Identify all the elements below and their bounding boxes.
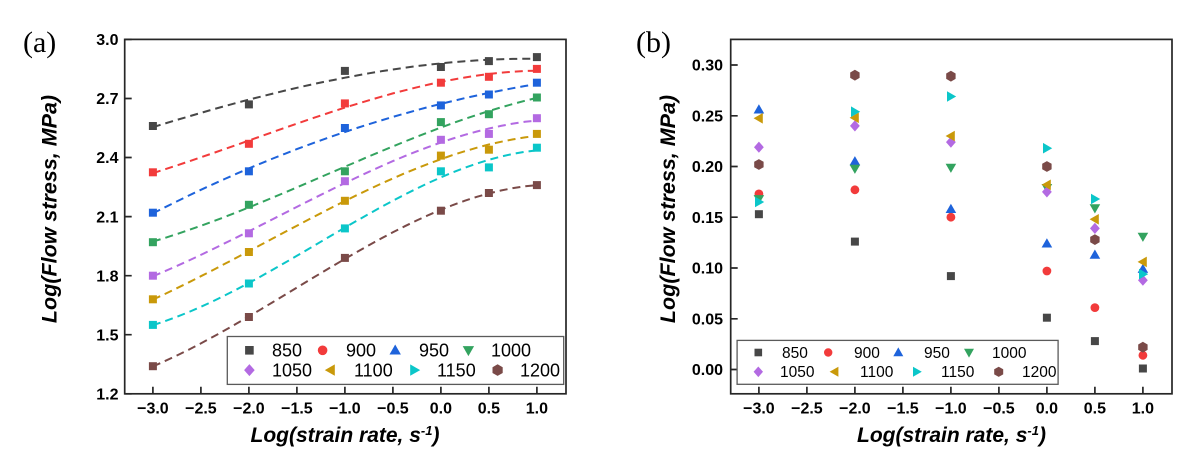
svg-text:−1.5: −1.5 — [281, 401, 313, 418]
svg-text:0.20: 0.20 — [692, 159, 723, 176]
svg-text:2.4: 2.4 — [96, 150, 118, 167]
svg-text:−1.0: −1.0 — [935, 401, 967, 418]
svg-text:−2.5: −2.5 — [185, 401, 217, 418]
svg-text:−2.0: −2.0 — [233, 401, 265, 418]
svg-text:0.30: 0.30 — [692, 58, 723, 75]
svg-text:Log(strain rate, s-1): Log(strain rate, s-1) — [251, 423, 440, 447]
svg-text:−2.5: −2.5 — [791, 401, 823, 418]
svg-text:900: 900 — [346, 341, 376, 361]
svg-text:−2.0: −2.0 — [839, 401, 871, 418]
svg-text:1.5: 1.5 — [96, 327, 118, 344]
svg-text:Log(Flow stress, MPa): Log(Flow stress, MPa) — [38, 95, 62, 323]
svg-text:0.15: 0.15 — [692, 210, 723, 227]
svg-text:1150: 1150 — [437, 360, 476, 380]
svg-text:1050: 1050 — [780, 364, 815, 381]
svg-text:−3.0: −3.0 — [137, 401, 169, 418]
svg-text:−1.0: −1.0 — [329, 401, 361, 418]
svg-text:950: 950 — [924, 345, 950, 362]
svg-text:1000: 1000 — [491, 341, 531, 361]
svg-text:−3.0: −3.0 — [743, 401, 775, 418]
svg-text:850: 850 — [272, 341, 302, 361]
svg-text:1.0: 1.0 — [526, 401, 548, 418]
svg-text:1.2: 1.2 — [96, 387, 118, 404]
svg-text:2.7: 2.7 — [96, 91, 118, 108]
svg-text:Log(strain rate, s-1): Log(strain rate, s-1) — [857, 423, 1046, 447]
svg-text:−1.5: −1.5 — [887, 401, 919, 418]
svg-text:0.5: 0.5 — [1084, 401, 1106, 418]
svg-text:−0.5: −0.5 — [983, 401, 1015, 418]
svg-text:0.0: 0.0 — [1036, 401, 1058, 418]
svg-text:3.0: 3.0 — [96, 32, 118, 49]
svg-text:2.1: 2.1 — [96, 209, 118, 226]
svg-text:(b): (b) — [636, 26, 671, 59]
svg-text:−0.5: −0.5 — [377, 401, 409, 418]
svg-text:(a): (a) — [23, 26, 56, 59]
svg-text:Log(Flow stress, MPa): Log(Flow stress, MPa) — [656, 95, 680, 323]
svg-text:0.5: 0.5 — [478, 401, 500, 418]
svg-text:0.00: 0.00 — [692, 362, 723, 379]
svg-text:1150: 1150 — [941, 364, 975, 381]
svg-text:1000: 1000 — [992, 345, 1027, 362]
svg-text:1100: 1100 — [860, 364, 894, 381]
svg-text:950: 950 — [419, 341, 449, 361]
svg-text:1200: 1200 — [520, 360, 560, 380]
svg-text:1100: 1100 — [354, 360, 393, 380]
svg-text:1050: 1050 — [272, 360, 312, 380]
svg-text:0.10: 0.10 — [692, 261, 723, 278]
svg-text:1.0: 1.0 — [1132, 401, 1154, 418]
svg-text:0.05: 0.05 — [692, 311, 723, 328]
svg-text:850: 850 — [782, 345, 808, 362]
svg-text:0.0: 0.0 — [430, 401, 452, 418]
svg-text:900: 900 — [854, 345, 880, 362]
svg-text:1.8: 1.8 — [96, 268, 118, 285]
svg-text:0.25: 0.25 — [692, 109, 723, 126]
svg-text:1200: 1200 — [1022, 364, 1057, 381]
